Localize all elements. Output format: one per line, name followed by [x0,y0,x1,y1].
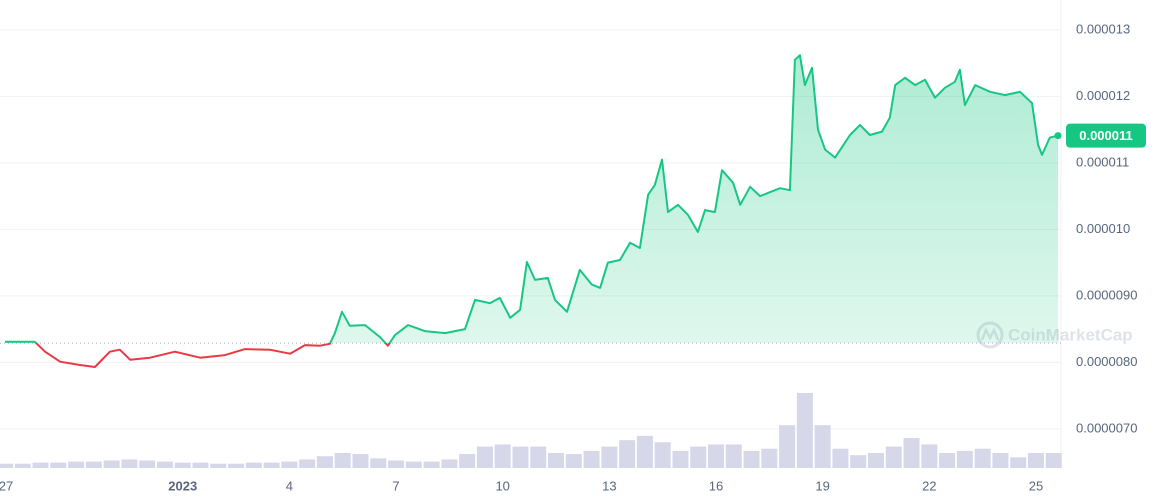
volume-bar [1027,453,1044,468]
x-tick-label: 27 [0,478,13,493]
x-tick-label: 2023 [168,478,197,493]
volume-bar [512,446,529,468]
volume-bar [441,459,458,468]
volume-bar [992,453,1009,468]
volume-bar [885,446,902,468]
volume-bar [530,446,547,468]
volume-bar [956,450,973,468]
volume-bar [761,448,778,468]
volume-bar [423,461,440,468]
volume-bar [405,461,422,468]
volume-bar [334,453,351,468]
x-tick-label: 19 [815,478,829,493]
volume-bar [352,454,369,468]
volume-bar [1045,453,1062,468]
volume-bar [779,425,796,468]
volume-bar [814,425,831,468]
volume-bar [725,444,742,468]
y-tick-label: 0.000013 [1076,21,1130,36]
last-point [1054,132,1062,140]
volume-bar [601,446,618,468]
volume-bar [50,462,67,468]
volume-bars [0,393,1062,468]
volume-bar [68,461,85,468]
volume-bar [0,463,13,468]
volume-bar [939,453,956,468]
x-tick-label: 4 [286,478,293,493]
y-tick-label: 0.0000070 [1076,420,1137,435]
volume-bar [299,459,316,468]
price-area [4,55,1058,344]
x-tick-label: 10 [495,478,509,493]
volume-bar [707,444,724,468]
volume-bar [174,462,191,468]
y-tick-label: 0.000011 [1076,154,1129,169]
volume-bar [316,456,333,468]
volume-bar [796,393,813,468]
volume-bar [121,459,138,468]
x-tick-label: 13 [602,478,616,493]
volume-bar [85,461,102,468]
x-tick-label: 16 [709,478,723,493]
volume-bar [850,455,867,468]
price-line [5,54,1059,368]
x-tick-label: 7 [392,478,399,493]
volume-bar [565,454,582,468]
volume-bar [974,448,991,468]
volume-bar [192,462,209,468]
y-tick-label: 0.0000080 [1076,354,1137,369]
volume-bar [494,444,511,468]
volume-bar [459,454,476,468]
volume-bar [1010,457,1027,468]
volume-bar [139,460,156,468]
volume-bar [903,438,920,468]
volume-bar [921,444,938,468]
price-tag [1066,123,1146,148]
volume-bar [476,446,493,468]
volume-bar [867,453,884,468]
volume-bar [103,460,120,468]
volume-bar [210,463,227,468]
volume-bar [228,463,245,468]
volume-bar [690,446,707,468]
volume-bar [583,450,600,468]
volume-bar [619,440,636,468]
volume-bar [156,461,173,468]
volume-bar [548,453,565,468]
volume-bar [388,460,405,468]
volume-bar [245,462,262,468]
volume-bar [263,462,280,468]
price-tag-label: 0.000011 [1079,128,1133,143]
volume-bar [832,448,849,468]
volume-bar [654,442,671,468]
volume-bar [672,450,689,468]
volume-bar [743,450,760,468]
volume-bar [14,463,31,468]
y-tick-label: 0.0000090 [1076,287,1137,302]
x-tick-label: 22 [922,478,936,493]
volume-bar [32,462,49,468]
volume-bar [281,461,298,468]
y-tick-label: 0.000010 [1076,221,1130,236]
volume-bar [636,435,653,468]
volume-bar [370,458,387,468]
x-tick-label: 25 [1029,478,1043,493]
y-tick-label: 0.000012 [1076,88,1130,103]
